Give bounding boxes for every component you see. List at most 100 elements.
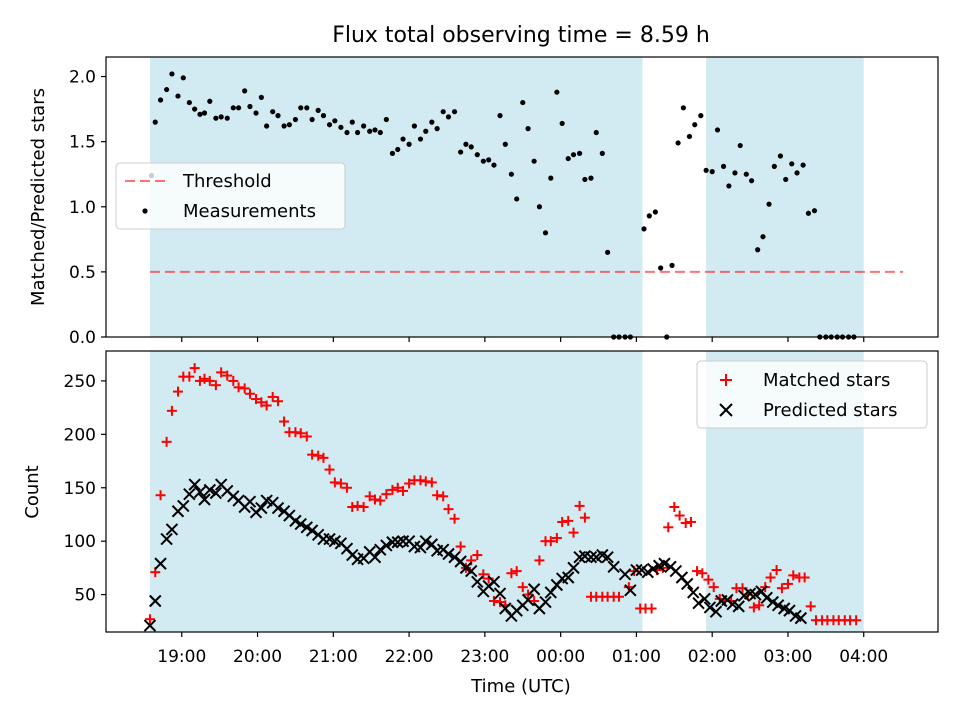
predicted-star-point [521, 593, 535, 607]
measurement-point [349, 119, 355, 125]
measurement-point [367, 128, 373, 134]
matched-star-point [765, 572, 776, 583]
matched-star-point [404, 478, 415, 489]
measurement-point [789, 161, 795, 167]
measurement-point [451, 109, 458, 115]
measurement-point [417, 136, 424, 142]
predicted-star-point [294, 517, 307, 531]
measurement-point [236, 105, 242, 111]
measurement-point [766, 201, 772, 207]
matched-star-point [364, 491, 375, 502]
measurement-point [686, 133, 693, 140]
predicted-star-point [380, 539, 393, 552]
predicted-star-point [698, 592, 711, 606]
measurement-point [411, 123, 418, 129]
measurement-point [253, 110, 259, 116]
matched-star-point [375, 495, 386, 506]
y-tick-label: 200 [64, 425, 96, 445]
measurement-point [703, 167, 709, 173]
measurement-point [197, 111, 203, 117]
predicted-star-point [149, 594, 162, 608]
matched-star-point [517, 582, 528, 593]
measurement-point [605, 249, 611, 255]
matched-star-point [663, 522, 674, 533]
measurement-point [720, 163, 727, 169]
predicted-star-point [624, 584, 637, 597]
predicted-star-point [471, 575, 484, 588]
measurement-point [458, 149, 464, 155]
matched-star-point [697, 568, 708, 579]
matched-star-point [438, 491, 449, 502]
matched-star-point [472, 550, 483, 561]
predicted-star-point [584, 551, 598, 564]
matched-star-point [551, 532, 562, 543]
measurement-point [480, 158, 486, 164]
measurement-point [714, 127, 721, 133]
matched-star-point [244, 388, 255, 399]
matched-star-point [426, 477, 437, 488]
measurement-point [536, 204, 543, 210]
predicted-star-point [183, 487, 196, 501]
measurement-point [315, 107, 321, 113]
matched-star-point [329, 477, 340, 488]
measurement-point [230, 105, 236, 111]
matched-star-point [290, 427, 301, 438]
measurement-point [389, 150, 396, 156]
count-y-label: Count [22, 465, 43, 518]
matched-star-point [161, 436, 172, 447]
measurement-point [771, 163, 777, 169]
matched-star-point [398, 485, 409, 496]
predicted-star-point [465, 564, 478, 578]
matched-star-point [387, 484, 398, 495]
matched-star-point [511, 566, 522, 577]
matched-star-point [251, 394, 262, 405]
measurement-point [548, 175, 554, 181]
measurement-point [582, 176, 588, 183]
measurement-point [309, 116, 315, 123]
matched-star-point [432, 490, 443, 501]
measurement-point [559, 120, 565, 127]
matched-star-point [381, 489, 392, 500]
measurement-point [570, 152, 577, 158]
measurement-point [726, 183, 732, 189]
predicted-star-point [368, 551, 382, 564]
x-tick-label: 00:00 [536, 647, 585, 667]
matched-star-point [420, 476, 431, 487]
measurement-point [755, 247, 761, 253]
ratio-panel-frame [105, 56, 939, 338]
matched-star-points [144, 363, 862, 626]
x-tick-label: 23:00 [460, 647, 509, 667]
matched-star-point [788, 570, 799, 581]
matched-star-point [318, 452, 329, 463]
predicted-star-point [544, 586, 558, 599]
predicted-star-point [527, 583, 541, 596]
matched-star-point [184, 371, 195, 382]
measurement-point [361, 123, 367, 129]
matched-star-point [455, 541, 466, 552]
matched-star-point [228, 375, 239, 386]
measurement-point [213, 115, 219, 121]
predicted-star-point [487, 575, 501, 588]
matched-star-point [449, 513, 460, 524]
matched-star-point [216, 367, 227, 378]
y-tick-label: 1.0 [69, 198, 96, 218]
measurement-point [338, 124, 344, 130]
matched-star-point [799, 572, 810, 583]
measurement-point [514, 196, 520, 202]
predicted-star-point [177, 499, 190, 513]
predicted-star-point [499, 602, 512, 615]
measurement-point [332, 118, 338, 124]
predicted-star-point [760, 591, 773, 605]
matched-star-point [851, 615, 862, 626]
matched-star-point [301, 431, 312, 442]
x-tick-label: 03:00 [763, 647, 812, 667]
predicted-star-point [658, 557, 671, 570]
count-legend: Matched stars Predicted stars [696, 360, 928, 429]
y-tick-label: 250 [64, 372, 96, 392]
measurement-point [468, 144, 474, 150]
measurement-point [400, 136, 406, 142]
matched-star-point [256, 397, 267, 408]
measurement-point [675, 140, 681, 146]
matched-star-point [680, 518, 691, 529]
measurement-point [542, 230, 549, 236]
